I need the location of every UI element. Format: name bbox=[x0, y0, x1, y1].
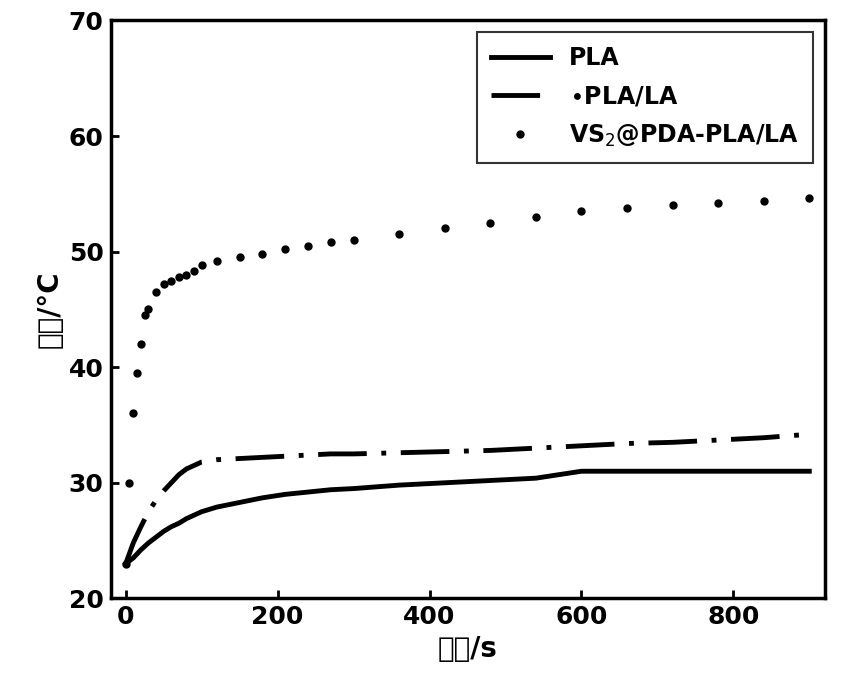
Y-axis label: 温度/°C: 温度/°C bbox=[35, 271, 63, 348]
X-axis label: 时间/s: 时间/s bbox=[438, 635, 497, 663]
Legend: PLA, $\bullet$PLA/LA, VS$_2$@PDA-PLA/LA: PLA, $\bullet$PLA/LA, VS$_2$@PDA-PLA/LA bbox=[477, 32, 813, 163]
